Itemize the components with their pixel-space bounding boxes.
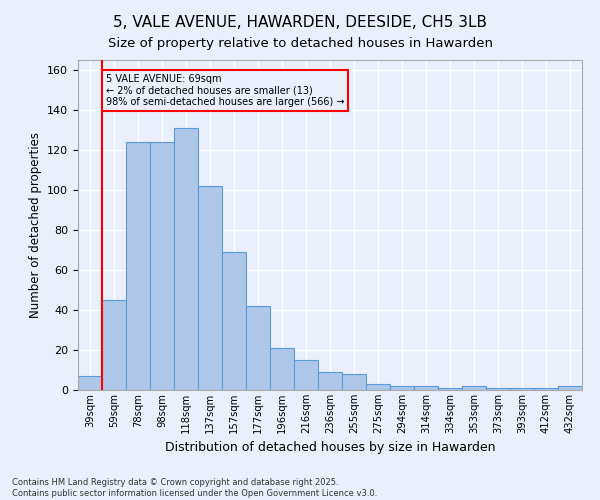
Bar: [126, 142, 150, 390]
Bar: [318, 372, 342, 390]
Bar: [510, 388, 534, 390]
Y-axis label: Number of detached properties: Number of detached properties: [29, 132, 41, 318]
Bar: [390, 386, 414, 390]
Text: Contains HM Land Registry data © Crown copyright and database right 2025.
Contai: Contains HM Land Registry data © Crown c…: [12, 478, 377, 498]
Bar: [78, 376, 102, 390]
Bar: [558, 386, 582, 390]
Bar: [198, 186, 222, 390]
Bar: [246, 306, 270, 390]
Bar: [414, 386, 438, 390]
Bar: [270, 348, 294, 390]
Text: 5 VALE AVENUE: 69sqm
← 2% of detached houses are smaller (13)
98% of semi-detach: 5 VALE AVENUE: 69sqm ← 2% of detached ho…: [106, 74, 344, 107]
Bar: [294, 360, 318, 390]
Bar: [174, 128, 198, 390]
Bar: [462, 386, 486, 390]
Bar: [534, 388, 558, 390]
Bar: [342, 374, 366, 390]
Text: Size of property relative to detached houses in Hawarden: Size of property relative to detached ho…: [107, 38, 493, 51]
Bar: [438, 388, 462, 390]
Bar: [222, 252, 246, 390]
Bar: [366, 384, 390, 390]
Bar: [102, 300, 126, 390]
Bar: [150, 142, 174, 390]
Bar: [486, 388, 510, 390]
Text: 5, VALE AVENUE, HAWARDEN, DEESIDE, CH5 3LB: 5, VALE AVENUE, HAWARDEN, DEESIDE, CH5 3…: [113, 15, 487, 30]
X-axis label: Distribution of detached houses by size in Hawarden: Distribution of detached houses by size …: [165, 442, 495, 454]
